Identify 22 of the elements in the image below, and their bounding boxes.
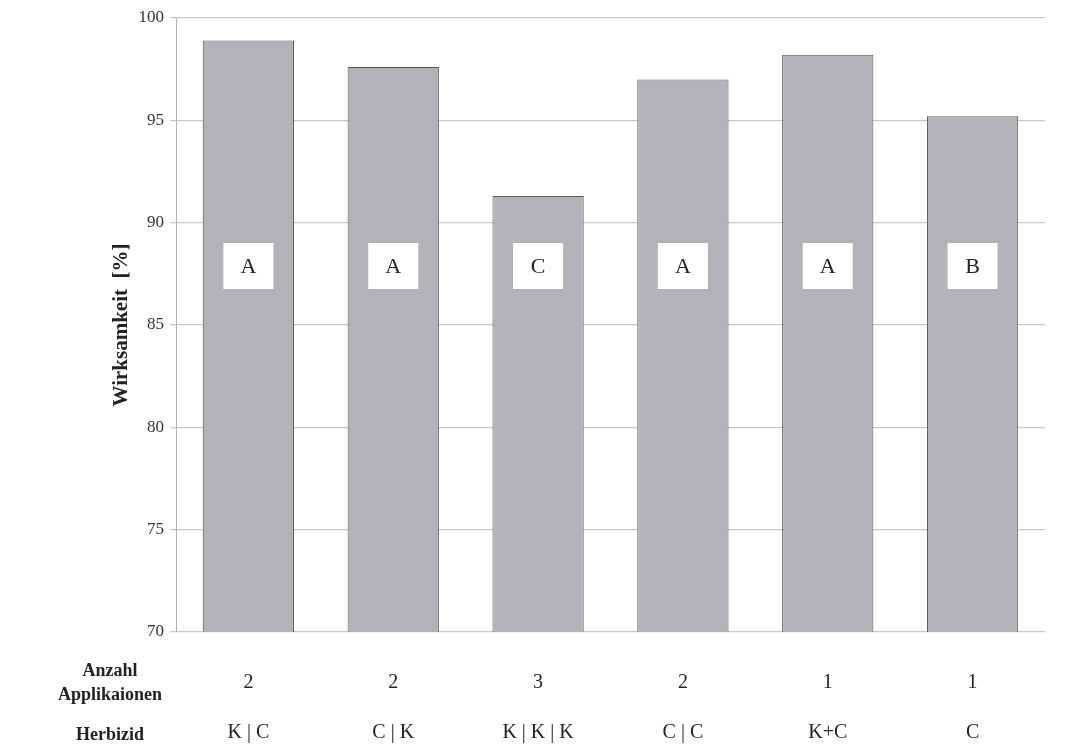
y-tick-label: 85 (147, 314, 164, 334)
y-tick-label: 95 (147, 109, 164, 129)
y-tick-label: 90 (147, 212, 164, 232)
annotation: A (674, 252, 691, 278)
text: Herbizid (76, 723, 144, 744)
category-label: 1 C (965, 670, 980, 743)
category-label: 2 C | C (662, 670, 704, 743)
category-label: 2 C | K (372, 670, 415, 743)
y-tick-label: 70 (147, 621, 164, 641)
annotation: A (819, 252, 836, 278)
annotation: A (385, 252, 402, 278)
category-label: 2 K | C (227, 670, 270, 743)
annotation: B (965, 252, 980, 278)
y-tick-label: 75 (147, 519, 164, 539)
y-tick-label: 100 (138, 7, 164, 27)
y-axis-title: Wirksamkeit [%] (108, 243, 133, 407)
annotation: A (240, 252, 257, 278)
y-tick-label: 80 (147, 416, 164, 436)
category-label: 3 K | K | K (502, 670, 574, 743)
text: Anzahl Applikaionen (57, 659, 163, 704)
category-label: 1 K+C (808, 670, 848, 743)
annotation: C (530, 252, 546, 278)
